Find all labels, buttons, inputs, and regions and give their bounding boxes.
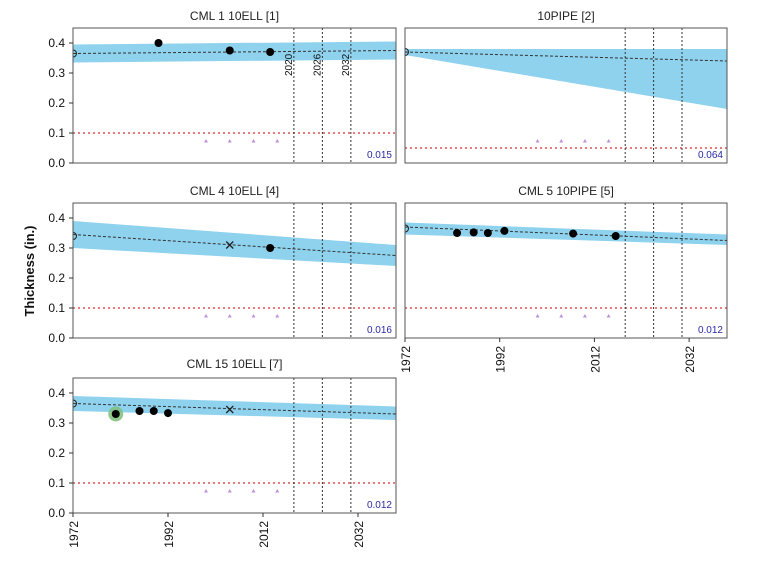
thickness-reading-point bbox=[453, 229, 462, 237]
corrosion-rate-label: 0.016 bbox=[367, 325, 392, 336]
start-thickness-marker bbox=[404, 224, 409, 233]
inspection-marker bbox=[582, 314, 587, 318]
y-tick-label: 0.0 bbox=[48, 331, 65, 345]
y-tick-label: 0.2 bbox=[48, 271, 65, 285]
thickness-reading-point bbox=[149, 407, 158, 415]
panel-title: CML 15 10ELL [7] bbox=[187, 357, 283, 371]
inspection-marker bbox=[204, 314, 208, 318]
y-tick-label: 0.0 bbox=[48, 156, 65, 170]
start-thickness-marker bbox=[72, 49, 77, 58]
panel-1: CML 1 10ELL [1] 2020 2026 2032 0.015 0.0 0.1 0.… bbox=[48, 9, 397, 170]
trend-line bbox=[72, 50, 397, 54]
inspection-marker bbox=[204, 139, 208, 143]
x-tick-label: 1972 bbox=[399, 346, 413, 373]
y-tick-label: 0.4 bbox=[48, 36, 65, 50]
panel-title: CML 4 10ELL [4] bbox=[190, 184, 279, 198]
y-tick-label: 0.3 bbox=[48, 416, 65, 430]
trend-line bbox=[404, 51, 728, 62]
trend-line bbox=[404, 226, 728, 241]
thickness-reading-point bbox=[469, 228, 478, 237]
thickness-reading-point bbox=[111, 410, 120, 418]
inspection-marker bbox=[606, 139, 611, 143]
projection-year-label: 2032 bbox=[341, 53, 352, 76]
thickness-reading-point bbox=[611, 232, 620, 240]
y-tick-label: 0.4 bbox=[48, 386, 65, 400]
panel-4: CML 5 10PIPE [5] 0.012 1972 1992 2012 2032 bbox=[399, 184, 728, 373]
inspection-marker bbox=[227, 489, 232, 493]
projection-year-label: 2026 bbox=[312, 53, 323, 76]
x-tick-label: 2032 bbox=[683, 346, 697, 373]
excluded-reading-cross bbox=[225, 405, 234, 414]
start-thickness-marker bbox=[72, 232, 77, 240]
confidence-band bbox=[73, 221, 396, 266]
y-tick-label: 0.0 bbox=[48, 506, 65, 520]
inspection-marker bbox=[275, 314, 280, 318]
corrosion-rate-label: 0.012 bbox=[698, 325, 723, 336]
corrosion-rate-label: 0.015 bbox=[367, 150, 392, 161]
plot-frame bbox=[72, 202, 397, 339]
start-thickness-marker bbox=[72, 399, 77, 408]
thickness-reading-point bbox=[266, 244, 275, 252]
trend-line bbox=[72, 403, 397, 415]
thickness-reading-point bbox=[483, 229, 492, 237]
y-tick-label: 0.1 bbox=[48, 476, 65, 490]
inspection-marker bbox=[251, 139, 256, 143]
thickness-reading-point bbox=[154, 39, 163, 47]
inspection-marker bbox=[251, 489, 256, 493]
inspection-marker bbox=[275, 139, 280, 143]
x-tick-label: 1992 bbox=[162, 521, 176, 548]
confidence-band bbox=[405, 49, 727, 109]
thickness-reading-point bbox=[266, 48, 275, 56]
thickness-reading-point bbox=[569, 229, 578, 238]
inspection-marker bbox=[227, 314, 232, 318]
corrosion-rate-label: 0.064 bbox=[698, 150, 723, 161]
plot-frame bbox=[404, 27, 728, 164]
plot-frame bbox=[72, 27, 397, 164]
inspection-marker bbox=[535, 314, 540, 318]
y-tick-label: 0.1 bbox=[48, 126, 65, 140]
x-tick-label: 1992 bbox=[494, 346, 508, 373]
x-tick-label: 2012 bbox=[588, 346, 602, 373]
corrosion-rate-label: 0.012 bbox=[367, 500, 392, 511]
thickness-reading-point bbox=[500, 226, 509, 235]
excluded-reading-cross bbox=[225, 241, 234, 249]
trend-line bbox=[72, 234, 397, 256]
inspection-marker bbox=[227, 139, 232, 143]
inspection-marker bbox=[251, 314, 256, 318]
inspection-marker bbox=[275, 489, 280, 493]
y-tick-label: 0.3 bbox=[48, 241, 65, 255]
panel-title: 10PIPE [2] bbox=[537, 9, 594, 23]
panel-2: 10PIPE [2] 0.064 bbox=[404, 9, 728, 164]
inspection-marker bbox=[606, 314, 611, 318]
inspection-marker bbox=[582, 139, 587, 143]
y-axis-label: Thickness (in.) bbox=[22, 225, 37, 316]
panel-5: CML 15 10ELL [7] 0.012 0.0 0.1 0.2 0.3 0.4 1972… bbox=[48, 357, 397, 548]
x-tick-label: 2012 bbox=[257, 521, 271, 548]
thickness-reading-point bbox=[225, 46, 234, 55]
thickness-reading-point bbox=[164, 409, 172, 418]
y-tick-label: 0.1 bbox=[48, 301, 65, 315]
y-tick-label: 0.2 bbox=[48, 96, 65, 110]
y-tick-label: 0.3 bbox=[48, 66, 65, 80]
inspection-marker bbox=[535, 139, 540, 143]
plot-frame bbox=[72, 377, 397, 514]
start-thickness-marker bbox=[404, 48, 409, 56]
projection-year-label: 2020 bbox=[284, 53, 295, 76]
y-tick-label: 0.2 bbox=[48, 446, 65, 460]
inspection-marker bbox=[559, 314, 564, 318]
inspection-marker bbox=[559, 139, 564, 143]
plot-frame bbox=[404, 202, 728, 339]
x-tick-label: 1972 bbox=[67, 521, 81, 548]
panel-title: CML 1 10ELL [1] bbox=[190, 9, 279, 23]
y-tick-label: 0.4 bbox=[48, 211, 65, 225]
x-tick-label: 2032 bbox=[352, 521, 366, 548]
panel-3: CML 4 10ELL [4] 0.016 0.0 0.1 0.2 0.3 0.4 bbox=[48, 184, 397, 345]
panel-title: CML 5 10PIPE [5] bbox=[518, 184, 614, 198]
confidence-band bbox=[73, 396, 396, 420]
inspection-marker bbox=[204, 489, 208, 493]
thickness-reading-point bbox=[135, 407, 144, 415]
